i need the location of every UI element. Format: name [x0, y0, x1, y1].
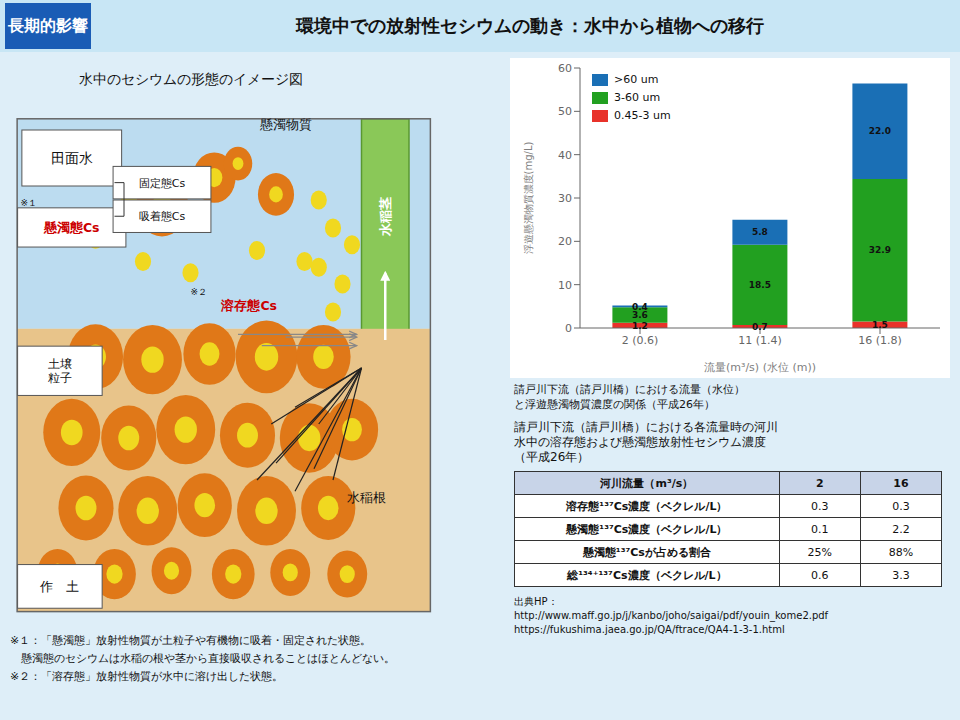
html-text:0.6: 0.6	[811, 568, 829, 582]
svg-text:水稲茎: 水稲茎	[378, 197, 393, 237]
svg-text:50: 50	[558, 105, 572, 118]
svg-text:作 土: 作 土	[39, 579, 79, 594]
html-text:2: 2	[816, 476, 824, 490]
svg-text:11 (1.4): 11 (1.4)	[738, 334, 782, 347]
html-text:と浮遊懸濁物質濃度の関係（平成26年）: と浮遊懸濁物質濃度の関係（平成26年）	[514, 398, 715, 411]
svg-text:溶存態Cs: 溶存態Cs	[220, 298, 277, 313]
html-text:3-60 um: 3-60 um	[614, 91, 661, 104]
svg-text:固定態Cs: 固定態Cs	[139, 176, 186, 189]
html-text:河川流量（m³/s）: 河川流量（m³/s）	[600, 476, 694, 490]
html-text:懸濁態のセシウムは水稲の根や茎から直接吸収されることはほとん: 懸濁態のセシウムは水稲の根や茎から直接吸収されることはほとんどない。	[10, 652, 395, 665]
svg-text:懸濁態Cs: 懸濁態Cs	[43, 220, 100, 235]
html-text:0.3: 0.3	[892, 499, 910, 513]
svg-text:懸濁物質: 懸濁物質	[259, 117, 312, 132]
svg-text:0.4: 0.4	[632, 302, 648, 312]
svg-text:20: 20	[558, 235, 572, 248]
svg-text:流量(m³/s) (水位 (m)): 流量(m³/s) (水位 (m))	[704, 361, 816, 374]
svg-text:※２: ※２	[191, 287, 208, 297]
svg-text:水稲根: 水稲根	[347, 489, 386, 504]
html-text:https://fukushima.jaea.go.jp/Q: https://fukushima.jaea.go.jp/QA/ftrace/Q…	[514, 624, 785, 635]
html-text:3.3: 3.3	[892, 568, 910, 582]
svg-text:土壌粒子: 土壌粒子	[48, 357, 72, 385]
svg-text:浮遊懸濁物質濃度(mg/L): 浮遊懸濁物質濃度(mg/L)	[523, 141, 534, 254]
svg-text:0.7: 0.7	[752, 322, 768, 332]
html-text:（平成26年）: （平成26年）	[514, 450, 590, 464]
svg-text:0: 0	[565, 322, 572, 335]
svg-text:5.8: 5.8	[752, 227, 768, 237]
svg-text:2 (0.6): 2 (0.6)	[622, 334, 659, 347]
html-text:懸濁態¹³⁷Csが占める割合: 懸濁態¹³⁷Csが占める割合	[582, 545, 711, 559]
html-text:※２：「溶存態」放射性物質が水中に溶け出した状態。: ※２：「溶存態」放射性物質が水中に溶け出した状態。	[10, 670, 284, 683]
html-text:請戸川下流（請戸川橋）における流量（水位）: 請戸川下流（請戸川橋）における流量（水位）	[514, 383, 745, 396]
svg-text:田面水: 田面水	[51, 150, 93, 166]
html-text:>60 um: >60 um	[614, 73, 659, 86]
svg-text:水中のセシウムの形態のイメージ図: 水中のセシウムの形態のイメージ図	[79, 71, 303, 87]
html-text:2.2: 2.2	[892, 522, 910, 536]
svg-text:1.2: 1.2	[632, 321, 648, 331]
svg-text:32.9: 32.9	[869, 245, 891, 255]
svg-text:60: 60	[558, 62, 572, 75]
html-text:溶存態¹³⁷Cs濃度（ベクレル/L）: 溶存態¹³⁷Cs濃度（ベクレル/L）	[566, 499, 728, 513]
html-text:出典HP：: 出典HP：	[514, 596, 558, 607]
svg-text:16 (1.8): 16 (1.8)	[858, 334, 902, 347]
svg-text:吸着態Cs: 吸着態Cs	[139, 210, 186, 223]
html-text:25%: 25%	[807, 545, 832, 559]
html-text:http://www.maff.go.jp/j/kanbo/: http://www.maff.go.jp/j/kanbo/joho/saiga…	[514, 610, 829, 621]
svg-text:30: 30	[558, 192, 572, 205]
html-text:88%: 88%	[888, 545, 914, 559]
svg-text:3.6: 3.6	[632, 310, 648, 320]
html-text:0.3: 0.3	[811, 499, 829, 513]
svg-text:※１: ※１	[20, 198, 37, 208]
html-text:0.1: 0.1	[811, 522, 829, 536]
html-text:懸濁態¹³⁷Cs濃度（ベクレル/L）: 懸濁態¹³⁷Cs濃度（ベクレル/L）	[566, 522, 728, 536]
svg-text:22.0: 22.0	[869, 126, 891, 136]
svg-text:10: 10	[558, 279, 572, 292]
svg-text:1.5: 1.5	[872, 320, 888, 330]
html-text:長期的影響: 長期的影響	[8, 15, 88, 35]
html-text:総¹³⁴⁺¹³⁷Cs濃度（ベクレル/L）: 総¹³⁴⁺¹³⁷Cs濃度（ベクレル/L）	[567, 568, 727, 582]
html-text:環境中での放射性セシウムの動き：水中から植物への移行: 環境中での放射性セシウムの動き：水中から植物への移行	[296, 15, 764, 36]
html-text:水中の溶存態および懸濁態放射性セシウム濃度: 水中の溶存態および懸濁態放射性セシウム濃度	[514, 435, 766, 449]
html-text:請戸川下流（請戸川橋）における各流量時の河川: 請戸川下流（請戸川橋）における各流量時の河川	[514, 420, 778, 434]
svg-text:40: 40	[558, 149, 572, 162]
html-text:※１：「懸濁態」放射性物質が土粒子や有機物に吸着・固定された: ※１：「懸濁態」放射性物質が土粒子や有機物に吸着・固定された状態。	[10, 634, 372, 647]
html-text:0.45-3 um: 0.45-3 um	[614, 109, 671, 122]
svg-text:18.5: 18.5	[749, 280, 771, 290]
html-text:16: 16	[893, 476, 909, 490]
